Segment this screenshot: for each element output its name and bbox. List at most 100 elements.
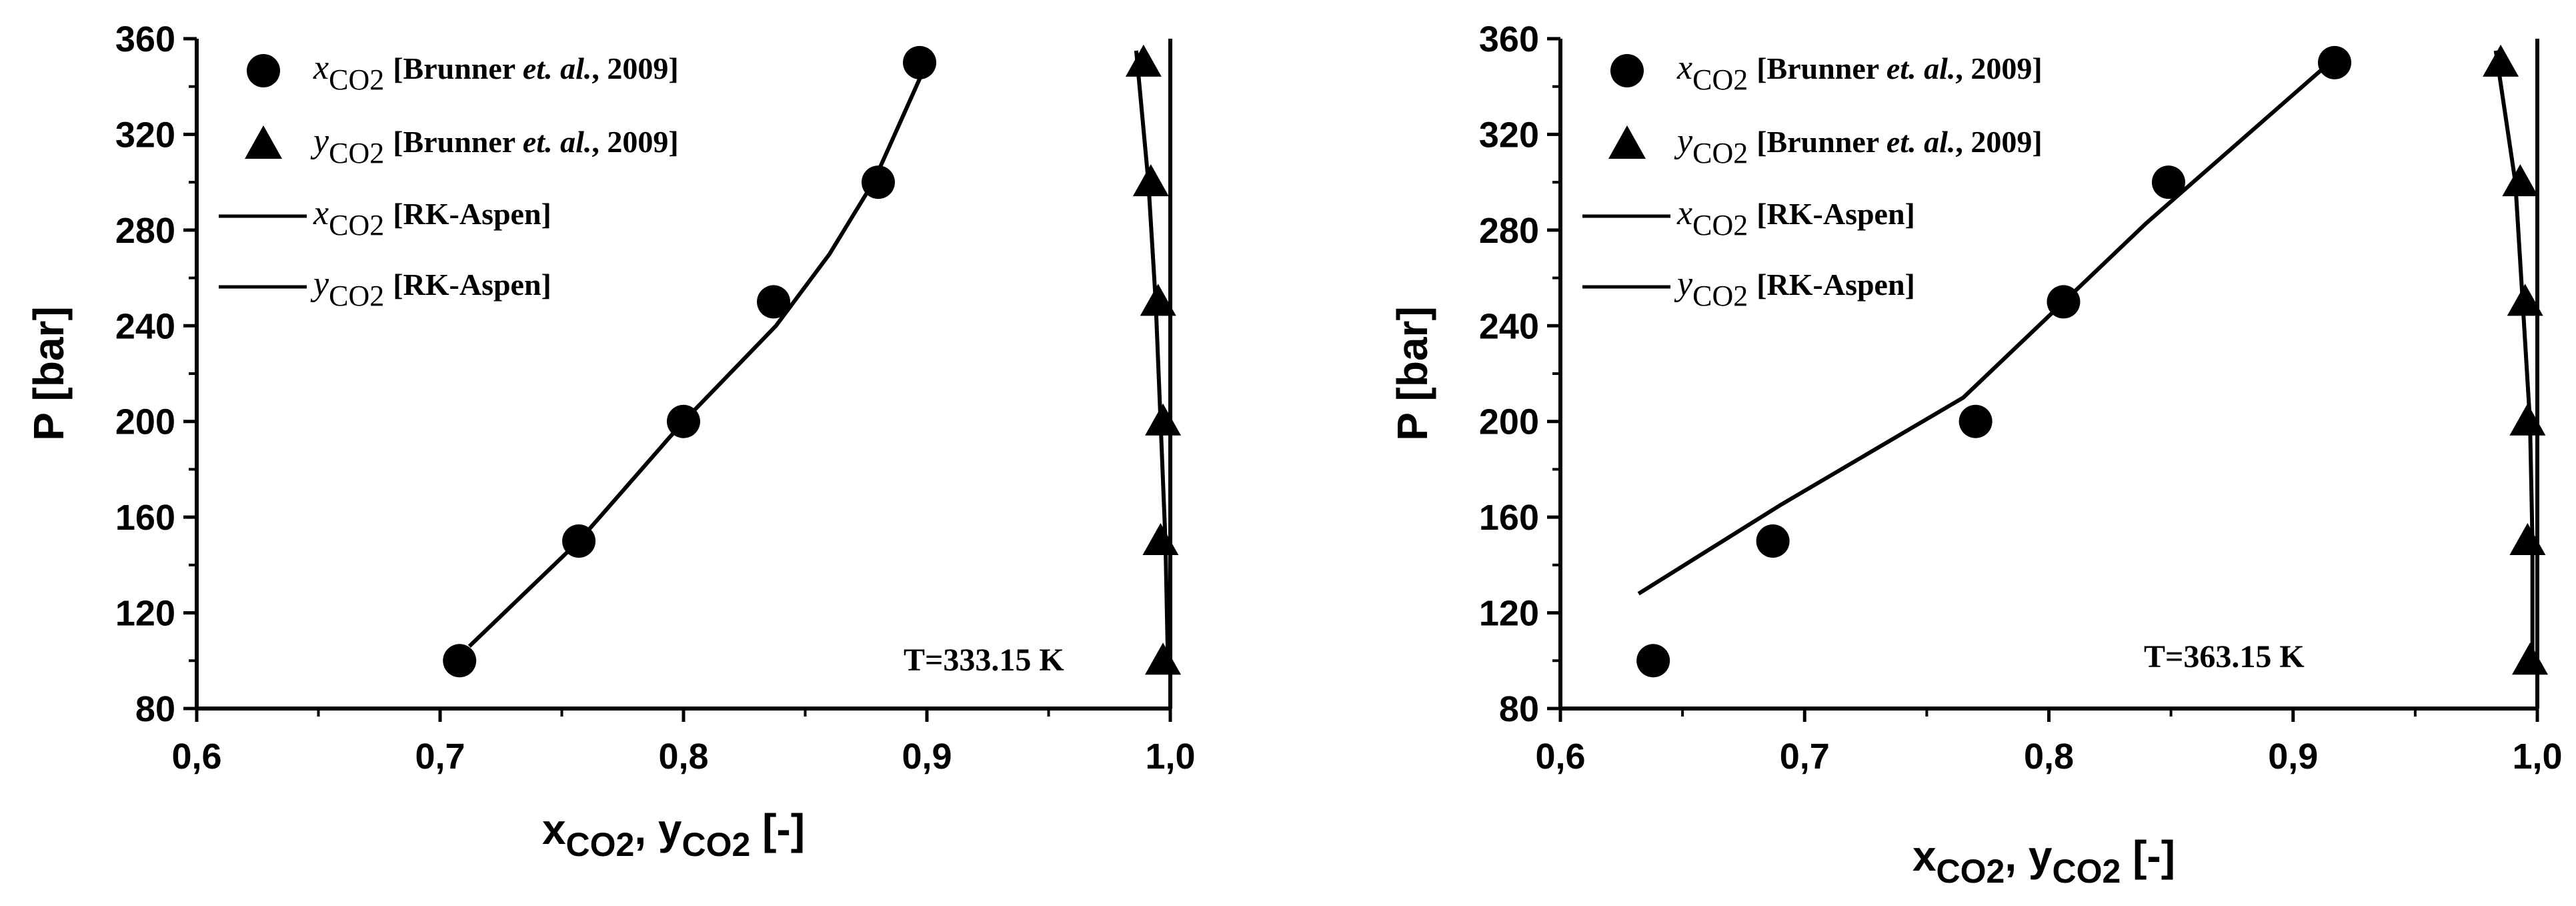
chart1-series-2-point <box>1132 164 1169 197</box>
chart1-series-2-point <box>1125 44 1162 77</box>
chart2-y-tick-label: 320 <box>1479 115 1539 155</box>
legend-year: , 2009] <box>1955 125 2042 159</box>
legend-reference: [Brunner <box>1756 125 1886 159</box>
chart1-legend: xCO2 [Brunner et. al., 2009]yCO2 [Brunne… <box>219 49 679 312</box>
chart1-legend-label-4: yCO2 [RK-Aspen] <box>310 265 551 312</box>
chart2-series-2-point <box>2507 284 2543 316</box>
x-title-unit: [-] <box>2121 832 2175 880</box>
chart1-y-tick-label: 80 <box>135 689 175 729</box>
chart2-y-tick-label: 200 <box>1479 402 1539 442</box>
legend-space <box>384 194 393 232</box>
legend-space <box>1748 122 1756 160</box>
chart2-legend-marker-triangle <box>1608 125 1646 159</box>
chart1-series-1-point <box>443 644 477 678</box>
chart1-y-tick-label: 320 <box>115 115 175 155</box>
legend-subscript: CO2 <box>1692 63 1748 96</box>
chart1-series-2-point <box>1145 403 1182 436</box>
x-title-var2: y <box>658 805 682 853</box>
chart2-legend-label-1: xCO2 [Brunner et. al., 2009] <box>1676 49 2043 96</box>
legend-subscript: CO2 <box>1692 209 1748 242</box>
chart2: 0,6 0,7 0,8 0,9 1,080120160200240280320360xC… <box>1388 19 2563 890</box>
chart1-y-tick-label: 240 <box>115 306 175 346</box>
legend-space <box>1748 265 1756 303</box>
chart2-legend-label-4: yCO2 [RK-Aspen] <box>1674 265 1915 312</box>
legend-etal: et. al. <box>523 125 591 159</box>
x-title-var1: x <box>542 805 566 853</box>
chart2-x-tick-label: 0,7 <box>1780 737 1830 777</box>
legend-reference: [Brunner <box>393 125 523 159</box>
chart2-series-2-point <box>2509 523 2546 555</box>
chart2-y-tick-label: 240 <box>1479 306 1539 346</box>
chart1-series-1-point <box>757 285 791 319</box>
chart2-series-4-line <box>2493 50 2535 661</box>
legend-reference: [RK-Aspen] <box>1756 197 1915 231</box>
x-title-sub2: CO2 <box>2053 853 2121 890</box>
chart1-series-3-line <box>467 61 929 648</box>
chart1-y-tick-label: 200 <box>115 402 175 442</box>
chart2-series-2-point <box>2483 44 2519 77</box>
chart2-x-tick-label: 0,9 <box>2268 737 2318 777</box>
legend-year: , 2009] <box>1955 51 2042 85</box>
chart1-y-tick-label: 160 <box>115 498 175 538</box>
chart2-x-tick-label: 1,0 <box>2512 737 2562 777</box>
chart1-legend-marker-triangle <box>245 125 282 159</box>
legend-year: , 2009] <box>591 125 678 159</box>
x-title-var1: x <box>1912 832 1937 880</box>
x-title-unit: [-] <box>750 805 805 853</box>
chart2-legend: xCO2 [Brunner et. al., 2009]yCO2 [Brunne… <box>1582 49 2043 312</box>
chart1-x-tick-label: 0,7 <box>415 737 465 777</box>
x-title-sub1: CO2 <box>1937 853 2005 890</box>
chart2-series-1-point <box>1959 404 1993 438</box>
chart2-x-tick-label: 0,6 <box>1535 737 1585 777</box>
legend-subscript: CO2 <box>329 209 384 242</box>
chart2-legend-label-2: yCO2 [Brunner et. al., 2009] <box>1674 122 2043 169</box>
legend-subscript: CO2 <box>1692 280 1748 312</box>
x-title-sep: , <box>2005 832 2029 880</box>
chart2-legend-marker-circle <box>1610 54 1644 87</box>
chart2-annotation: T=363.15 K <box>2144 639 2305 674</box>
chart1-series-1-point <box>903 45 937 79</box>
chart2-y-axis-title: P [bar] <box>1388 306 1436 441</box>
legend-variable: y <box>310 122 329 160</box>
legend-subscript: CO2 <box>329 137 384 169</box>
legend-variable: y <box>310 265 329 303</box>
legend-reference: [Brunner <box>1756 51 1886 85</box>
chart2-series-2-point <box>2509 403 2546 436</box>
x-title-sub2: CO2 <box>682 826 751 863</box>
legend-subscript: CO2 <box>329 280 384 312</box>
x-title-sub1: CO2 <box>566 826 635 863</box>
x-title-var2: y <box>2029 832 2053 880</box>
chart2-y-tick-label: 80 <box>1499 689 1539 729</box>
legend-space <box>384 49 393 87</box>
chart1-legend-label-2: yCO2 [Brunner et. al., 2009] <box>310 122 679 169</box>
legend-variable: y <box>1674 265 1693 303</box>
legend-variable: x <box>1676 49 1692 87</box>
chart1-x-tick-label: 0,9 <box>902 737 952 777</box>
chart2-y-tick-label: 360 <box>1479 19 1539 59</box>
chart1-y-tick-label: 360 <box>115 19 175 59</box>
legend-variable: x <box>313 49 329 87</box>
legend-space <box>1748 49 1756 87</box>
chart1-x-tick-label: 1,0 <box>1145 737 1195 777</box>
chart1-x-axis-title: xCO2, yCO2 [-] <box>542 805 805 863</box>
legend-reference: [RK-Aspen] <box>393 268 551 302</box>
chart1-x-tick-label: 0,8 <box>658 737 708 777</box>
chart2-series-1-point <box>2318 45 2352 79</box>
legend-space <box>384 122 393 160</box>
chart2-legend-label-3: xCO2 [RK-Aspen] <box>1676 194 1915 242</box>
legend-variable: y <box>1674 122 1693 160</box>
chart1-x-tick-label: 0,6 <box>171 737 221 777</box>
chart1-legend-label-1: xCO2 [Brunner et. al., 2009] <box>313 49 679 96</box>
chart2-series-1-point <box>1756 524 1790 558</box>
legend-subscript: CO2 <box>329 63 384 96</box>
legend-subscript: CO2 <box>1692 137 1748 169</box>
chart1-y-tick-label: 120 <box>115 594 175 634</box>
legend-etal: et. al. <box>523 51 591 85</box>
chart2-series-2-point <box>2512 642 2549 675</box>
chart1: 0,6 0,7 0,8 0,9 1,080120160200240280320360xC… <box>25 19 1196 863</box>
chart1-series-2-point <box>1145 642 1182 675</box>
chart1-annotation: T=333.15 K <box>904 642 1064 678</box>
legend-reference: [RK-Aspen] <box>393 197 551 231</box>
x-title-sep: , <box>634 805 658 853</box>
